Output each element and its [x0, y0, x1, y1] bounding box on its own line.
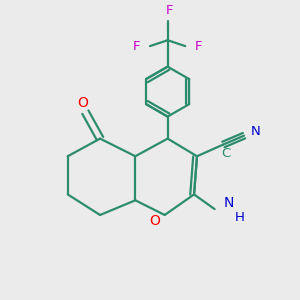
Text: O: O — [149, 214, 160, 228]
Text: F: F — [133, 40, 140, 52]
Text: N: N — [251, 125, 261, 138]
Text: F: F — [165, 4, 173, 17]
Text: C: C — [222, 147, 231, 160]
Text: F: F — [195, 40, 202, 52]
Text: O: O — [77, 96, 88, 110]
Text: N: N — [224, 196, 235, 210]
Text: H: H — [235, 212, 244, 224]
